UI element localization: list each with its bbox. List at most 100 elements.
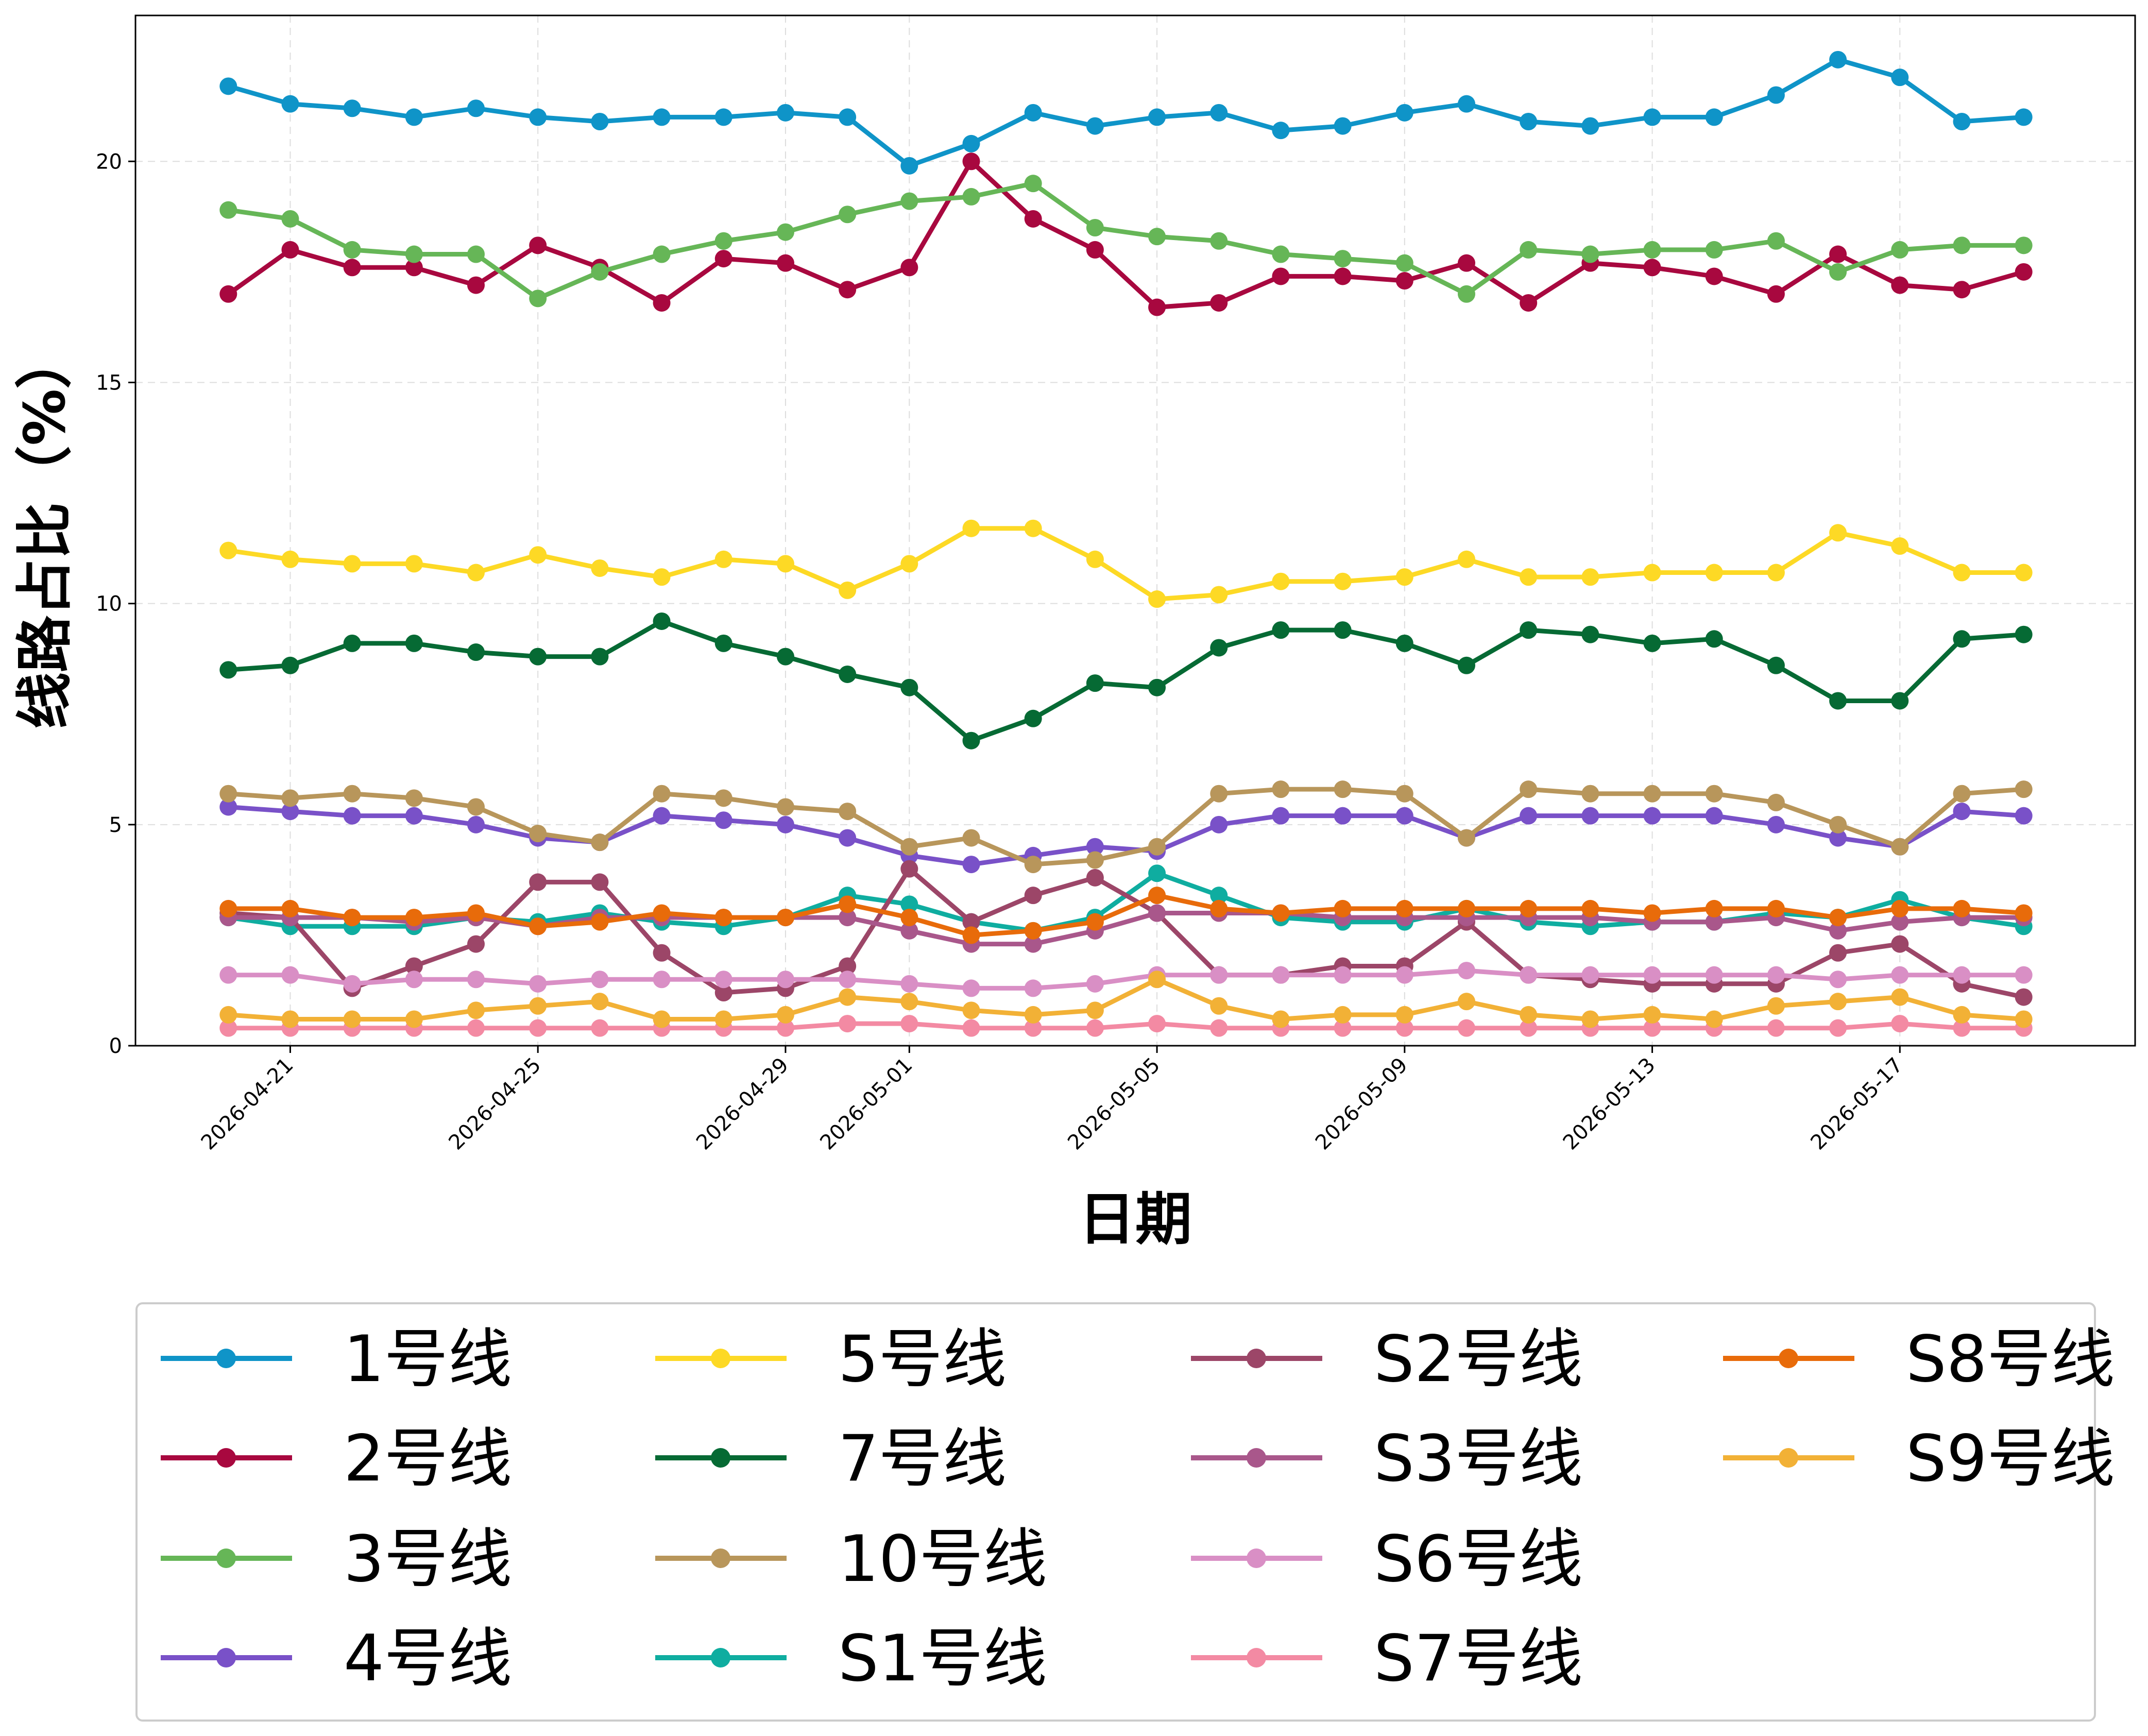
data-point <box>467 971 485 989</box>
data-point <box>1210 815 1228 833</box>
data-point <box>1086 851 1104 869</box>
data-point <box>1395 899 1413 917</box>
series-line <box>226 805 2026 867</box>
data-point <box>1767 1019 1785 1037</box>
data-point <box>529 824 547 842</box>
data-point <box>900 157 918 175</box>
data-point <box>1581 966 1599 984</box>
data-point <box>962 979 980 997</box>
data-point <box>1024 935 1042 953</box>
legend-label: 10号线 <box>838 1522 1047 1596</box>
data-point <box>1086 975 1104 993</box>
legend-label: 3号线 <box>344 1522 512 1596</box>
legend-item: 10号线 <box>655 1522 1047 1596</box>
legend-marker <box>216 1349 236 1368</box>
data-point <box>1829 971 1847 989</box>
data-point <box>1705 630 1723 648</box>
data-point <box>1457 550 1475 568</box>
data-point <box>714 550 732 568</box>
data-point <box>1767 232 1785 250</box>
data-point <box>1334 780 1352 798</box>
data-point <box>1829 815 1847 833</box>
data-point <box>776 971 794 989</box>
data-point <box>962 856 980 874</box>
data-point <box>962 829 980 847</box>
data-point <box>1891 838 1909 856</box>
data-point <box>1457 962 1475 980</box>
data-point <box>467 798 485 816</box>
legend-item: S1号线 <box>655 1622 1047 1696</box>
data-point <box>1829 245 1847 263</box>
data-point <box>2015 1010 2033 1028</box>
data-point <box>281 656 299 674</box>
y-tick-label: 5 <box>109 813 122 837</box>
data-point <box>1457 95 1475 113</box>
series-line <box>226 181 2026 301</box>
data-point <box>219 1006 237 1024</box>
data-point <box>529 975 547 993</box>
data-point <box>1148 678 1166 696</box>
data-point <box>2015 263 2033 281</box>
data-point <box>839 909 857 927</box>
data-point <box>1829 909 1847 927</box>
data-point <box>1395 1019 1413 1037</box>
legend-label: S9号线 <box>1906 1422 2115 1496</box>
data-point <box>1024 1006 1042 1024</box>
legend-marker <box>1779 1448 1798 1468</box>
series-layer <box>219 50 2033 1037</box>
data-point <box>343 1010 361 1028</box>
data-point <box>1395 272 1413 290</box>
data-point <box>1891 988 1909 1006</box>
data-point <box>1643 1019 1661 1037</box>
data-point <box>529 108 547 126</box>
data-point <box>1148 887 1166 905</box>
data-point <box>839 1015 857 1033</box>
data-point <box>219 285 237 303</box>
data-point <box>1148 904 1166 922</box>
data-point <box>1272 1010 1290 1028</box>
data-point <box>1272 245 1290 263</box>
data-point <box>467 643 485 661</box>
data-point <box>1520 780 1538 798</box>
data-point <box>714 108 732 126</box>
data-point <box>1210 997 1228 1015</box>
data-point <box>467 276 485 294</box>
data-point <box>1953 281 1971 299</box>
data-point <box>529 546 547 564</box>
data-point <box>343 634 361 652</box>
data-point <box>529 648 547 666</box>
legend-item: S7号线 <box>1191 1622 1583 1696</box>
data-point <box>405 971 423 989</box>
data-point <box>1705 807 1723 825</box>
series-line <box>226 977 2026 1022</box>
data-point <box>1520 899 1538 917</box>
data-point <box>839 829 857 847</box>
data-point <box>1643 241 1661 259</box>
data-point <box>467 245 485 263</box>
data-point <box>2015 780 2033 798</box>
series-line <box>226 159 2026 310</box>
data-point <box>1395 1006 1413 1024</box>
data-point <box>281 1010 299 1028</box>
data-point <box>900 993 918 1011</box>
legend-item: S2号线 <box>1191 1322 1583 1397</box>
series-line <box>226 619 2026 743</box>
data-point <box>1643 634 1661 652</box>
data-point <box>1953 1006 1971 1024</box>
data-point <box>1334 117 1352 135</box>
data-point <box>1581 785 1599 803</box>
data-point <box>900 895 918 913</box>
legend-label: 2号线 <box>344 1422 512 1496</box>
data-point <box>1086 838 1104 856</box>
data-point <box>219 798 237 816</box>
legend-label: S7号线 <box>1374 1622 1583 1696</box>
data-point <box>1334 267 1352 285</box>
data-point <box>1210 966 1228 984</box>
data-point <box>1953 236 1971 254</box>
data-point <box>1829 692 1847 710</box>
data-point <box>1767 815 1785 833</box>
data-point <box>962 519 980 537</box>
data-point <box>1891 935 1909 953</box>
data-point <box>1953 113 1971 131</box>
data-point <box>839 988 857 1006</box>
